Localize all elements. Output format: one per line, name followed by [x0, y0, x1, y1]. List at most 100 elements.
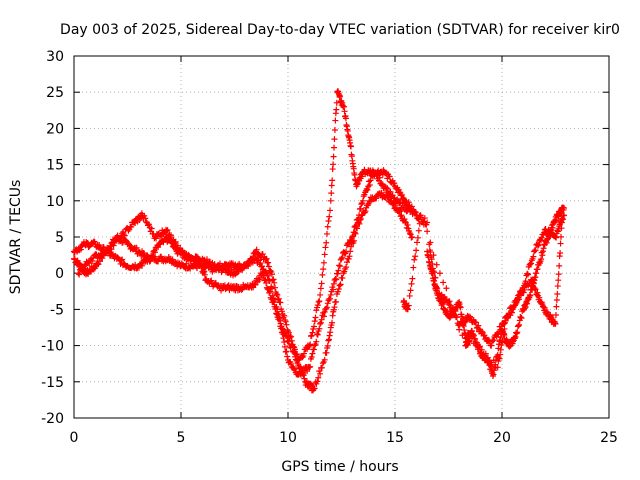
- data-point-interp: [558, 225, 565, 232]
- data-point-interp: [362, 208, 369, 215]
- data-point-interp: [430, 252, 437, 259]
- data-point-interp: [336, 263, 343, 270]
- data-point-interp: [238, 286, 245, 293]
- data-point-interp: [335, 267, 342, 274]
- data-point-interp: [331, 126, 338, 133]
- data-point-interp: [315, 374, 322, 381]
- data-point-interp: [273, 310, 280, 317]
- data-point-interp: [410, 264, 417, 271]
- data-point-interp: [427, 249, 434, 256]
- data-point-interp: [356, 220, 363, 227]
- data-point-interp: [319, 271, 326, 278]
- series-track-e: [426, 212, 568, 349]
- data-point: [469, 328, 476, 335]
- data-point-interp: [330, 280, 337, 287]
- data-point-interp: [413, 247, 420, 254]
- data-point-interp: [500, 330, 507, 337]
- data-point-interp: [278, 308, 285, 315]
- data-point-interp: [443, 296, 450, 303]
- data-point-interp: [553, 303, 560, 310]
- data-point-interp: [304, 368, 311, 375]
- data-point-interp: [96, 242, 103, 249]
- data-point-interp: [321, 251, 328, 258]
- data-point-interp: [320, 259, 327, 266]
- data-point-interp: [336, 93, 343, 100]
- data-point-interp: [470, 331, 477, 338]
- data-point-interp: [276, 312, 283, 319]
- x-tick-label: 10: [279, 430, 297, 446]
- data-point-interp: [201, 271, 208, 278]
- data-point-interp: [317, 370, 324, 377]
- data-point-interp: [265, 263, 272, 270]
- data-point-interp: [529, 276, 536, 283]
- data-point-interp: [328, 182, 335, 189]
- data-point-interp: [166, 235, 173, 242]
- data-point-interp: [553, 234, 560, 241]
- data-point: [409, 234, 416, 240]
- data-point-interp: [324, 342, 331, 349]
- data-point-interp: [327, 295, 334, 302]
- data-point-interp: [311, 342, 318, 349]
- data-point-interp: [283, 333, 290, 340]
- data-point-interp: [316, 298, 323, 305]
- data-point-interp: [490, 337, 497, 344]
- data-point-interp: [346, 253, 353, 260]
- data-point-interp: [534, 242, 541, 249]
- data-point-interp: [534, 266, 541, 273]
- data-point-interp: [163, 228, 170, 235]
- data-point-interp: [262, 276, 269, 283]
- data-point-interp: [326, 332, 333, 339]
- data-point-interp: [512, 333, 519, 340]
- data-point-interp: [312, 314, 319, 321]
- data-point: [417, 212, 424, 219]
- data-point-interp: [401, 216, 408, 223]
- data-point-interp: [308, 353, 315, 360]
- data-point-interp: [553, 296, 560, 303]
- data-point-interp: [110, 242, 117, 249]
- series-track-f: [400, 212, 565, 371]
- data-point-interp: [323, 304, 330, 311]
- data-point: [195, 255, 202, 262]
- data-point-interp: [342, 115, 349, 122]
- data-point: [310, 386, 317, 393]
- data-point-interp: [322, 244, 329, 251]
- data-point-interp: [506, 311, 513, 318]
- data-point-interp: [89, 258, 96, 265]
- data-point-interp: [414, 234, 421, 241]
- data-point-interp: [354, 225, 361, 232]
- data-point-interp: [502, 317, 509, 324]
- data-point-interp: [351, 237, 358, 244]
- data-point-interp: [283, 321, 290, 328]
- data-point-interp: [327, 329, 334, 336]
- grid: [74, 56, 609, 418]
- data-point-interp: [325, 336, 332, 343]
- data-point-interp: [514, 295, 521, 302]
- data-point-interp: [357, 216, 364, 223]
- data-point-interp: [351, 229, 358, 236]
- data-point-interp: [456, 326, 463, 333]
- data-point-interp: [343, 264, 350, 271]
- data-point-interp: [468, 335, 475, 342]
- data-point-interp: [521, 286, 528, 293]
- data-point-interp: [535, 241, 542, 248]
- data-point-interp: [171, 241, 178, 248]
- data-point-interp: [407, 287, 414, 294]
- data-point-interp: [476, 343, 483, 350]
- data-point-interp: [153, 235, 160, 242]
- data-point-interp: [283, 348, 290, 355]
- data-point-interp: [321, 356, 328, 363]
- data-point-interp: [428, 256, 435, 263]
- data-point-interp: [288, 360, 295, 367]
- data-point: [533, 270, 540, 277]
- data-point-interp: [490, 357, 497, 364]
- data-point-interp: [538, 256, 545, 263]
- data-point-interp: [412, 253, 419, 260]
- data-point-interp: [329, 319, 336, 326]
- data-point-interp: [309, 350, 316, 357]
- data-point-interp: [536, 294, 543, 301]
- data-point-interp: [408, 280, 415, 287]
- data-point-interp: [357, 215, 364, 222]
- data-point: [398, 212, 405, 219]
- data-point-interp: [411, 256, 418, 263]
- y-tick-label: -15: [41, 375, 64, 391]
